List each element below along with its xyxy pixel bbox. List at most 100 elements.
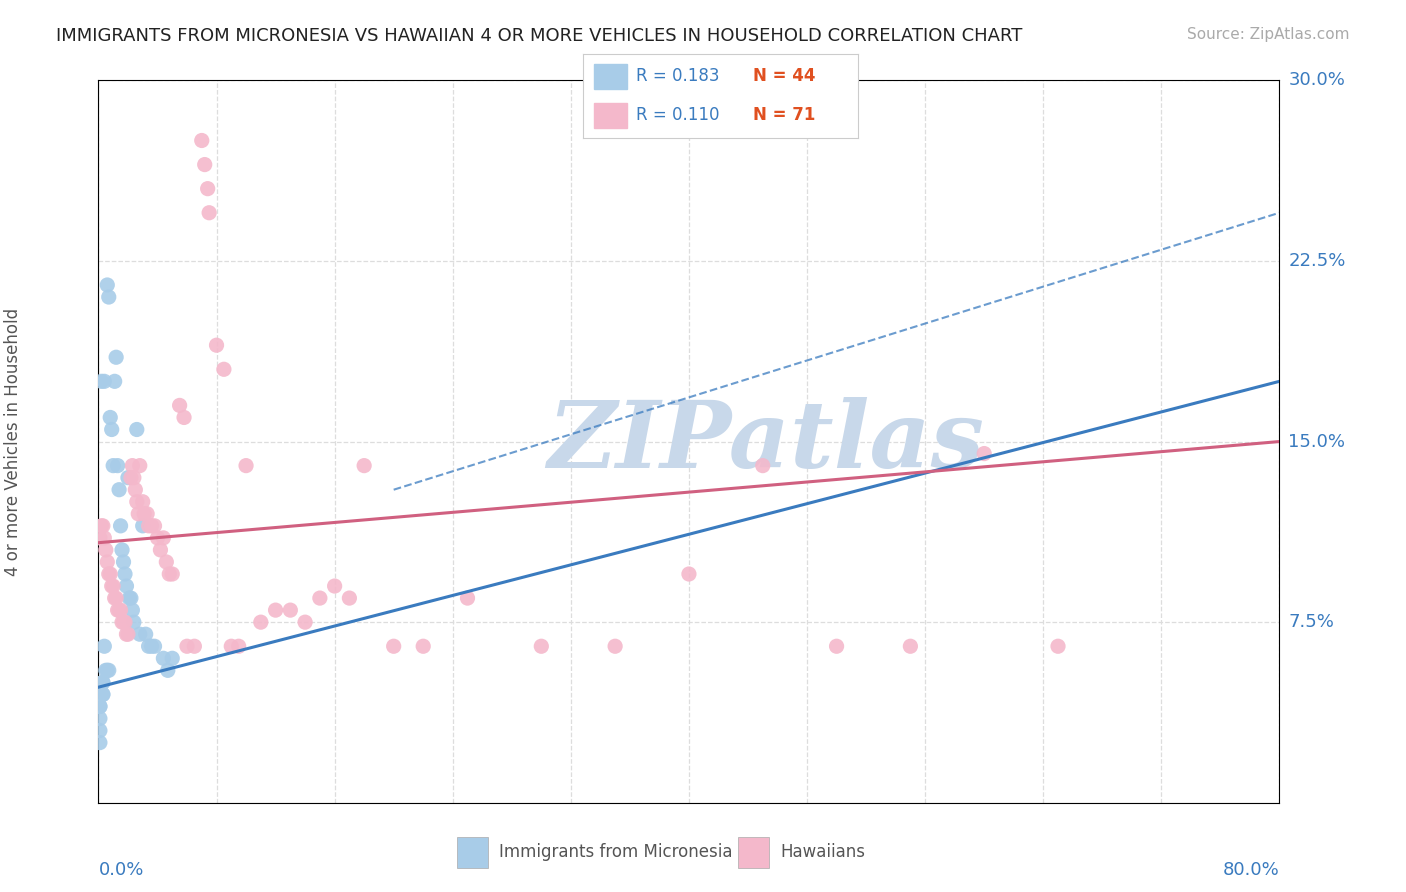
Point (353, 458, 375, 473)
Point (973, 446, 995, 460)
Text: ZIPatlas: ZIPatlas (547, 397, 984, 486)
Point (100, 579, 122, 593)
Point (128, 627, 150, 641)
Point (112, 555, 135, 569)
Text: 7.5%: 7.5% (1288, 613, 1334, 632)
Point (122, 470, 145, 484)
Point (173, 410, 195, 425)
Point (89, 712, 111, 726)
Point (114, 615, 136, 630)
Text: R = 0.110: R = 0.110 (636, 106, 718, 124)
Point (250, 615, 273, 630)
Point (98, 567, 121, 582)
Point (108, 483, 131, 497)
Point (121, 603, 143, 617)
Point (197, 181, 219, 195)
Point (128, 458, 150, 473)
Point (221, 639, 243, 653)
Point (135, 627, 157, 641)
Point (96, 277, 118, 292)
Point (89, 531, 111, 545)
Point (752, 458, 775, 473)
Point (183, 639, 205, 653)
Text: 80.0%: 80.0% (1223, 861, 1279, 879)
Point (228, 639, 250, 653)
Point (125, 422, 148, 436)
Text: 22.5%: 22.5% (1288, 252, 1346, 270)
Point (89, 699, 111, 714)
Point (205, 338, 228, 352)
Point (825, 639, 848, 653)
Point (115, 579, 138, 593)
Point (143, 639, 166, 653)
Point (146, 531, 169, 545)
Point (111, 615, 134, 630)
Point (412, 639, 434, 653)
Text: IMMIGRANTS FROM MICRONESIA VS HAWAIIAN 4 OR MORE VEHICLES IN HOUSEHOLD CORRELATI: IMMIGRANTS FROM MICRONESIA VS HAWAIIAN 4… (56, 27, 1022, 45)
Point (97, 567, 120, 582)
Point (143, 518, 166, 533)
Point (111, 542, 134, 557)
Point (90, 374, 112, 388)
Point (176, 639, 198, 653)
Text: N = 71: N = 71 (754, 106, 815, 124)
Point (132, 494, 155, 508)
Point (89, 723, 111, 738)
Point (112, 615, 135, 630)
Point (103, 458, 125, 473)
Point (105, 350, 128, 364)
Point (264, 603, 287, 617)
Point (212, 362, 235, 376)
Point (678, 567, 700, 582)
Point (93, 531, 115, 545)
Text: 0.0%: 0.0% (98, 861, 143, 879)
Point (457, 591, 479, 605)
Point (107, 458, 129, 473)
Point (120, 470, 142, 484)
Point (294, 615, 316, 630)
Point (94, 542, 117, 557)
Point (103, 579, 125, 593)
Point (89, 735, 111, 749)
Point (149, 542, 172, 557)
Point (157, 567, 180, 582)
Text: R = 0.183: R = 0.183 (636, 68, 718, 86)
Point (110, 603, 132, 617)
Point (91, 687, 114, 701)
Point (162, 567, 183, 582)
Point (115, 627, 138, 641)
Point (89, 699, 111, 714)
Point (125, 494, 148, 508)
Point (91, 675, 114, 690)
Point (114, 567, 136, 582)
Point (117, 627, 139, 641)
Point (136, 507, 159, 521)
Point (162, 651, 183, 665)
Point (96, 664, 118, 678)
Text: Hawaiians: Hawaiians (780, 844, 865, 862)
Point (280, 603, 302, 617)
Text: N = 44: N = 44 (754, 68, 815, 86)
Point (382, 639, 405, 653)
Point (191, 133, 214, 147)
Point (91, 675, 114, 690)
Point (108, 603, 131, 617)
Text: Immigrants from Micronesia: Immigrants from Micronesia (499, 844, 733, 862)
Point (169, 398, 191, 412)
Point (104, 374, 127, 388)
Point (105, 591, 128, 605)
Point (605, 639, 627, 653)
Point (155, 555, 177, 569)
Point (530, 639, 553, 653)
Point (124, 483, 146, 497)
Point (97, 290, 120, 304)
Point (1046, 639, 1070, 653)
Point (309, 591, 332, 605)
Point (138, 518, 160, 533)
Point (100, 422, 122, 436)
Point (339, 591, 361, 605)
Point (118, 591, 141, 605)
Text: 15.0%: 15.0% (1288, 433, 1346, 450)
Point (323, 579, 346, 593)
Point (152, 531, 174, 545)
